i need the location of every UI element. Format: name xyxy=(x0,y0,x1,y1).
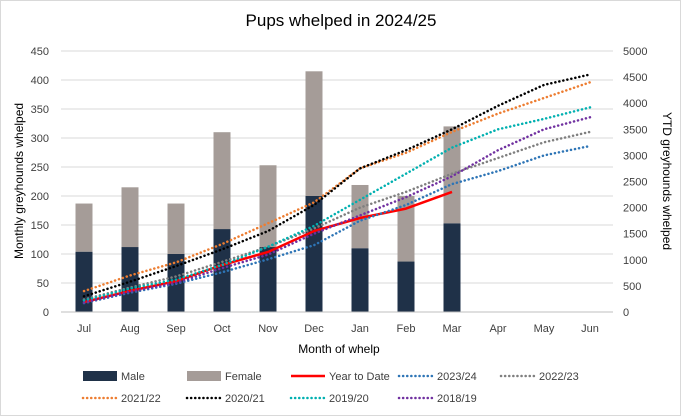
bar-male xyxy=(305,196,323,312)
legend-label: Female xyxy=(225,371,262,383)
y2-tick-label: 3000 xyxy=(623,150,647,162)
legend-label: Year to Date xyxy=(329,371,390,383)
x-axis-title: Month of whelp xyxy=(298,342,380,356)
legend-label: 2021/22 xyxy=(121,393,161,405)
y-tick-label: 150 xyxy=(31,220,49,232)
x-tick-label: Sep xyxy=(166,323,186,335)
legend-swatch xyxy=(83,371,117,381)
y2-axis-title: YTD greyhounds whelped xyxy=(660,112,674,250)
y2-tick-label: 2500 xyxy=(623,177,647,189)
legend-label: 2022/23 xyxy=(539,371,579,383)
line-2019-20 xyxy=(82,106,592,302)
bar-male xyxy=(443,223,461,312)
x-tick-label: Dec xyxy=(304,323,324,335)
bar-male xyxy=(121,247,139,312)
y2-tick-label: 5000 xyxy=(623,46,647,58)
legend-item: 2021/22 xyxy=(81,393,161,405)
legend-label: 2019/20 xyxy=(329,393,369,405)
x-tick-label: Jun xyxy=(581,323,599,335)
bar-female xyxy=(75,203,93,252)
legend-item: 2018/19 xyxy=(397,393,477,405)
x-tick-label: Feb xyxy=(397,323,416,335)
legend-item: 2022/23 xyxy=(499,371,579,383)
legend-item: Year to Date xyxy=(291,371,390,383)
x-tick-label: May xyxy=(534,323,555,335)
bar-female xyxy=(351,184,369,249)
line-2020-21 xyxy=(82,73,592,298)
gridlines xyxy=(61,50,613,313)
x-tick-label: Nov xyxy=(258,323,278,335)
legend-swatch xyxy=(187,371,221,381)
line-2022-23 xyxy=(82,130,592,301)
y-tick-label: 50 xyxy=(37,278,49,290)
y-axis-title: Monthly greyhounds whelped xyxy=(12,103,26,259)
y-tick-label: 200 xyxy=(31,191,49,203)
y2-tick-label: 0 xyxy=(623,307,629,319)
bar-male xyxy=(351,248,369,312)
line-series xyxy=(82,73,592,305)
y2-tick-label: 2000 xyxy=(623,203,647,215)
x-tick-label: Oct xyxy=(213,323,230,335)
y2-tick-label: 500 xyxy=(623,281,641,293)
bar-female xyxy=(259,165,277,248)
y2-tick-label: 4000 xyxy=(623,98,647,110)
y-tick-label: 450 xyxy=(31,46,49,58)
y2-tick-label: 4500 xyxy=(623,72,647,84)
y-tick-label: 300 xyxy=(31,133,49,145)
legend-item: 2020/21 xyxy=(185,393,265,405)
bar-male xyxy=(75,251,93,312)
y-tick-label: 400 xyxy=(31,75,49,87)
legend: Male Female Year to Date 2023/24 2022/23 2021… xyxy=(81,371,579,405)
line-year-to-date xyxy=(83,190,453,304)
bar-male xyxy=(213,229,231,312)
bar-female xyxy=(213,132,231,230)
y-tick-label: 0 xyxy=(43,307,49,319)
x-tick-label: Jul xyxy=(77,323,91,335)
y2-tick-label: 1500 xyxy=(623,229,647,241)
y-tick-label: 350 xyxy=(31,104,49,116)
chart-title: Pups whelped in 2024/25 xyxy=(246,11,437,30)
axes: 0501001502002503003504004500500100015002… xyxy=(31,46,648,335)
bar-female xyxy=(167,203,185,254)
x-tick-label: Aug xyxy=(120,323,140,335)
legend-label: 2018/19 xyxy=(437,393,477,405)
x-tick-label: Mar xyxy=(443,323,462,335)
legend-item: Female xyxy=(187,371,262,383)
bar-male xyxy=(259,247,277,312)
bar-female xyxy=(121,187,139,248)
y-tick-label: 100 xyxy=(31,249,49,261)
legend-label: 2020/21 xyxy=(225,393,265,405)
y2-tick-label: 1000 xyxy=(623,255,647,267)
y-tick-label: 250 xyxy=(31,162,49,174)
legend-label: 2023/24 xyxy=(437,371,477,383)
bar-series xyxy=(75,71,461,312)
y2-tick-label: 3500 xyxy=(623,124,647,136)
legend-item: Male xyxy=(83,371,145,383)
x-tick-label: Apr xyxy=(489,323,506,335)
legend-item: 2023/24 xyxy=(397,371,477,383)
bar-female xyxy=(397,196,415,262)
bar-male xyxy=(397,261,415,312)
line-2018-19 xyxy=(82,116,592,304)
legend-item: 2019/20 xyxy=(289,393,369,405)
x-tick-label: Jan xyxy=(351,323,369,335)
legend-label: Male xyxy=(121,371,145,383)
bar-female xyxy=(305,71,323,196)
